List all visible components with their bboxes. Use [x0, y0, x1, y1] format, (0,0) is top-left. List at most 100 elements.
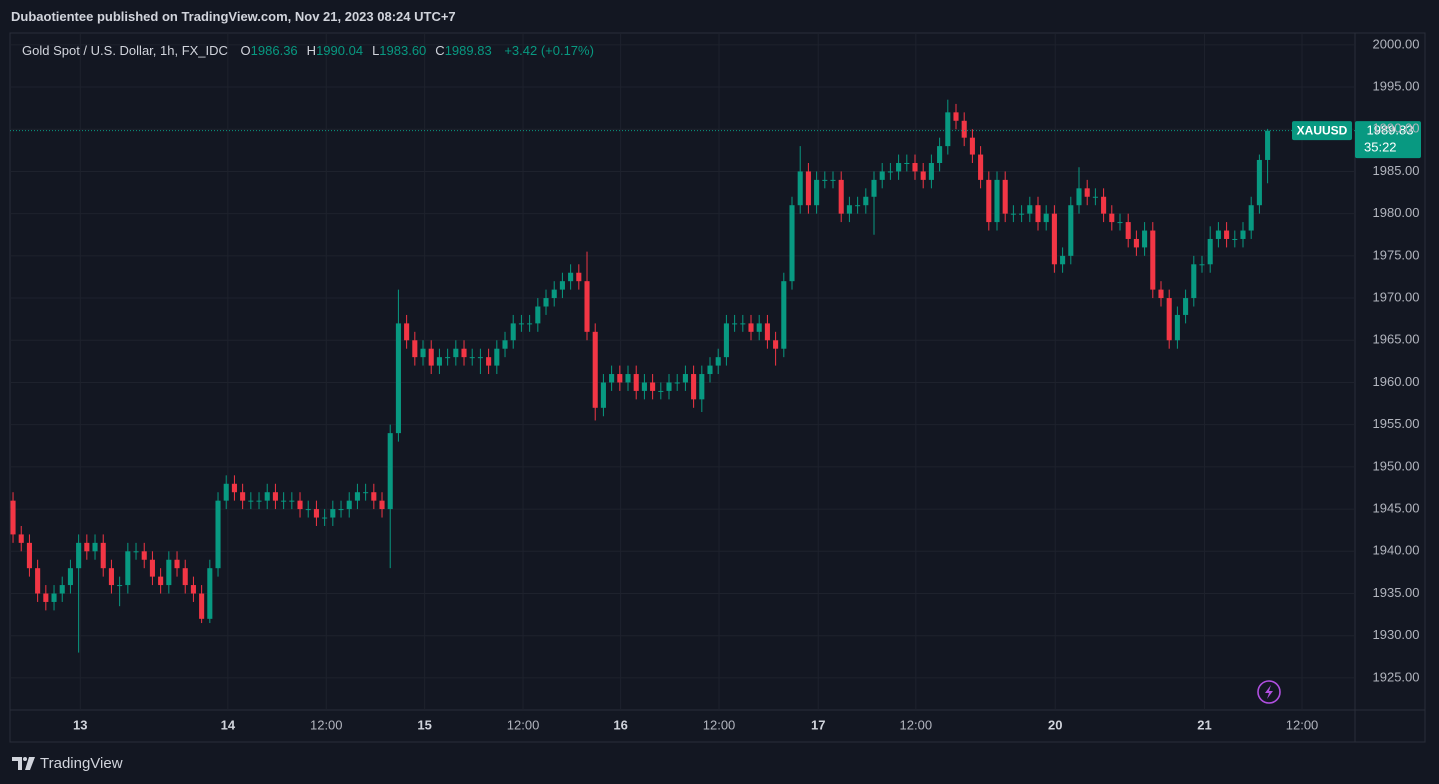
candle-body — [871, 179, 877, 197]
candle-body — [1150, 230, 1156, 290]
candle-body — [650, 382, 656, 391]
candle-body — [43, 593, 49, 602]
x-tick-label: 12:00 — [900, 717, 933, 732]
candle-body — [264, 492, 270, 501]
x-tick-label: 16 — [613, 717, 627, 732]
x-tick-label: 13 — [73, 717, 87, 732]
y-tick-label: 1930.00 — [1373, 627, 1420, 642]
candle-body — [1092, 196, 1098, 198]
candle-body — [461, 348, 467, 358]
candle-body — [773, 340, 779, 349]
candle-body — [18, 534, 24, 543]
candle-body — [1051, 213, 1057, 265]
y-tick-label: 1955.00 — [1373, 416, 1420, 431]
candle-body — [1060, 255, 1066, 265]
candle-body — [420, 348, 426, 358]
candle-body — [453, 348, 459, 358]
candle-body — [1035, 205, 1041, 223]
candle-body — [781, 281, 787, 349]
legend-value: 1990.04 — [316, 43, 364, 58]
candle-body — [551, 289, 557, 299]
legend-value: 1983.60 — [379, 43, 427, 58]
footer-brand: TradingView — [40, 755, 123, 772]
candle-body — [395, 323, 401, 434]
candle-body — [1158, 289, 1164, 299]
candle-body — [494, 348, 500, 366]
candle-body — [805, 171, 811, 206]
candle-body — [666, 382, 672, 391]
legend-label: C — [435, 43, 445, 58]
candle-body — [1224, 230, 1230, 239]
candle-body — [543, 298, 549, 307]
publish-header: Dubaotientee published on TradingView.co… — [11, 9, 456, 24]
candle-body — [445, 357, 451, 359]
candle-body — [1265, 130, 1271, 160]
candle-body — [797, 171, 803, 206]
candle-body — [920, 171, 926, 180]
pane-border — [9, 32, 1426, 743]
candle-body — [1166, 298, 1172, 341]
candle-body — [978, 154, 984, 180]
candle-body — [158, 576, 164, 586]
candle-body — [838, 179, 844, 214]
candle-body — [436, 357, 442, 366]
legend-label: O — [240, 43, 251, 58]
x-tick-label: 14 — [221, 717, 236, 732]
candle-body — [231, 483, 237, 493]
candle-body — [1142, 230, 1148, 248]
symbol-badge-bg — [1292, 121, 1352, 141]
candle-body — [953, 112, 959, 121]
y-tick-label: 1970.00 — [1373, 289, 1420, 304]
y-tick-label: 1995.00 — [1373, 78, 1420, 93]
candle-body — [354, 492, 360, 501]
candle-body — [863, 196, 869, 206]
legend-value: 1989.83 — [444, 43, 492, 58]
candle-body — [674, 382, 680, 384]
y-tick-label: 1935.00 — [1373, 585, 1420, 600]
candle-body — [322, 517, 328, 519]
candle-body — [313, 509, 319, 518]
lightning-circle — [1257, 680, 1281, 704]
candle-body — [609, 374, 615, 383]
candle-body — [912, 162, 918, 172]
candle-body — [502, 340, 508, 349]
y-tick-label: 1960.00 — [1373, 374, 1420, 389]
candle-body — [190, 585, 196, 594]
candle-body — [76, 542, 82, 569]
legend-change: +3.42 (+0.17%) — [504, 43, 594, 58]
x-tick-label: 21 — [1197, 717, 1211, 732]
x-tick-label: 12:00 — [703, 717, 736, 732]
candle-body — [584, 281, 590, 332]
logo-part — [25, 757, 35, 770]
candle-body — [182, 568, 188, 586]
candle-body — [945, 112, 951, 147]
candle-body — [764, 323, 770, 341]
candle-body — [896, 162, 902, 172]
grid — [10, 33, 1355, 710]
candle-body — [125, 551, 131, 586]
candle-body — [338, 509, 344, 511]
candle-body — [732, 323, 738, 325]
x-tick-label: 20 — [1048, 717, 1062, 732]
candle-body — [248, 500, 254, 502]
candle-body — [707, 365, 713, 375]
candle-body — [510, 323, 516, 341]
candle-body — [855, 205, 861, 207]
candle-body — [879, 171, 885, 180]
candle-body — [100, 542, 106, 569]
candle-body — [92, 542, 98, 552]
candle-body — [928, 162, 934, 180]
candle-body — [1125, 222, 1131, 239]
candle-body — [527, 323, 533, 325]
lightning-icon — [1265, 685, 1273, 699]
candle-body — [223, 483, 229, 501]
legend-value: 1986.36 — [250, 43, 298, 58]
lightning-button[interactable] — [1257, 680, 1281, 704]
candle-body — [887, 171, 893, 173]
candle-body — [477, 357, 483, 359]
candle-body — [240, 492, 246, 501]
candle-body — [297, 500, 303, 510]
candle-body — [715, 357, 721, 366]
candle-body — [346, 500, 352, 510]
